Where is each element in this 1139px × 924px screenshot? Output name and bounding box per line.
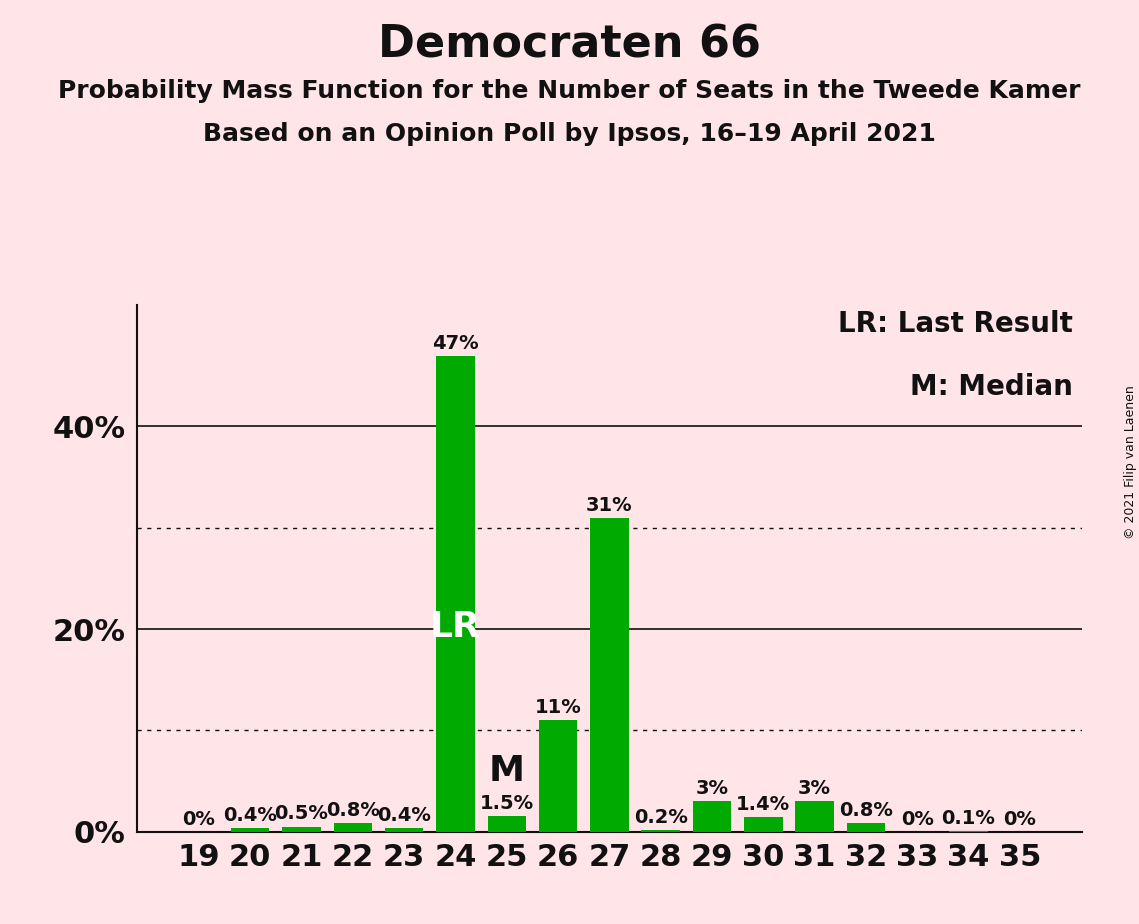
- Text: 0%: 0%: [901, 809, 934, 829]
- Bar: [693, 801, 731, 832]
- Text: M: Median: M: Median: [910, 373, 1073, 401]
- Text: 0.5%: 0.5%: [274, 805, 328, 823]
- Bar: [949, 831, 988, 832]
- Bar: [846, 823, 885, 832]
- Bar: [641, 830, 680, 832]
- Bar: [539, 720, 577, 832]
- Bar: [231, 828, 270, 832]
- Text: M: M: [489, 754, 525, 788]
- Text: © 2021 Filip van Laenen: © 2021 Filip van Laenen: [1124, 385, 1137, 539]
- Bar: [385, 828, 424, 832]
- Text: 0%: 0%: [182, 809, 215, 829]
- Text: 1.4%: 1.4%: [736, 796, 790, 814]
- Text: 3%: 3%: [696, 779, 729, 798]
- Text: 47%: 47%: [432, 334, 478, 353]
- Bar: [282, 827, 321, 832]
- Text: 0%: 0%: [1003, 809, 1036, 829]
- Text: 0.1%: 0.1%: [942, 808, 995, 828]
- Bar: [744, 818, 782, 832]
- Bar: [334, 823, 372, 832]
- Text: LR: LR: [431, 610, 481, 644]
- Bar: [590, 517, 629, 832]
- Text: 31%: 31%: [587, 495, 632, 515]
- Text: 1.5%: 1.5%: [480, 795, 534, 813]
- Text: Based on an Opinion Poll by Ipsos, 16–19 April 2021: Based on an Opinion Poll by Ipsos, 16–19…: [203, 122, 936, 146]
- Text: 0.4%: 0.4%: [223, 806, 277, 824]
- Text: 0.4%: 0.4%: [377, 806, 431, 824]
- Bar: [436, 356, 475, 832]
- Text: LR: Last Result: LR: Last Result: [837, 310, 1073, 338]
- Text: 11%: 11%: [534, 699, 581, 717]
- Text: Probability Mass Function for the Number of Seats in the Tweede Kamer: Probability Mass Function for the Number…: [58, 79, 1081, 103]
- Text: 0.2%: 0.2%: [633, 808, 688, 827]
- Text: 3%: 3%: [798, 779, 831, 798]
- Text: Democraten 66: Democraten 66: [378, 23, 761, 67]
- Text: 0.8%: 0.8%: [839, 801, 893, 821]
- Text: 0.8%: 0.8%: [326, 801, 379, 821]
- Bar: [795, 801, 834, 832]
- Bar: [487, 817, 526, 832]
